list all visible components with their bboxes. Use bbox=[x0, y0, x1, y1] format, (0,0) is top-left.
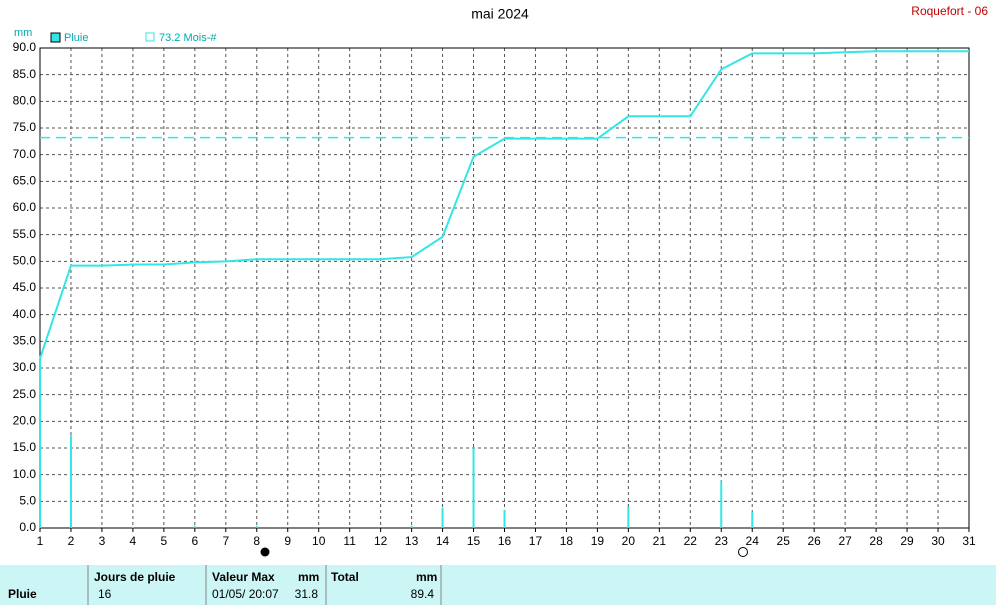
y-tick-label: 10.0 bbox=[13, 467, 37, 481]
x-tick-label: 23 bbox=[715, 534, 729, 548]
x-tick-label: 4 bbox=[130, 534, 137, 548]
x-tick-label: 24 bbox=[746, 534, 760, 548]
x-tick-label: 15 bbox=[467, 534, 481, 548]
x-tick-label: 20 bbox=[622, 534, 636, 548]
y-tick-label: 40.0 bbox=[13, 307, 37, 321]
table-cell: 01/05/ 20:07 bbox=[212, 587, 279, 601]
x-tick-label: 12 bbox=[374, 534, 388, 548]
y-tick-label: 85.0 bbox=[13, 67, 37, 81]
x-tick-label: 18 bbox=[560, 534, 574, 548]
table-cell: 16 bbox=[98, 587, 112, 601]
y-tick-label: 20.0 bbox=[13, 414, 37, 428]
x-tick-label: 22 bbox=[684, 534, 698, 548]
moon-full bbox=[738, 547, 748, 557]
table-header: mm bbox=[298, 570, 319, 584]
y-tick-label: 25.0 bbox=[13, 387, 37, 401]
x-tick-label: 27 bbox=[838, 534, 852, 548]
y-tick-label: 30.0 bbox=[13, 360, 37, 374]
y-tick-label: 5.0 bbox=[19, 494, 36, 508]
x-tick-label: 31 bbox=[962, 534, 976, 548]
table-header: mm bbox=[416, 570, 437, 584]
x-tick-label: 21 bbox=[653, 534, 667, 548]
y-tick-label: 70.0 bbox=[13, 147, 37, 161]
x-tick-label: 28 bbox=[869, 534, 883, 548]
table-cell: 31.8 bbox=[295, 587, 319, 601]
x-tick-label: 6 bbox=[191, 534, 198, 548]
x-tick-label: 7 bbox=[222, 534, 229, 548]
x-tick-label: 8 bbox=[253, 534, 260, 548]
x-tick-label: 5 bbox=[161, 534, 168, 548]
y-tick-label: 80.0 bbox=[13, 94, 37, 108]
y-tick-label: 15.0 bbox=[13, 440, 37, 454]
x-tick-label: 30 bbox=[931, 534, 945, 548]
x-tick-label: 1 bbox=[37, 534, 44, 548]
y-tick-label: 0.0 bbox=[19, 520, 36, 534]
table-header: Valeur Max bbox=[212, 570, 275, 584]
table-row-label: Pluie bbox=[8, 587, 37, 601]
table-cell: 89.4 bbox=[411, 587, 435, 601]
x-tick-label: 29 bbox=[900, 534, 914, 548]
x-tick-label: 25 bbox=[777, 534, 791, 548]
y-unit: mm bbox=[14, 27, 32, 39]
y-tick-label: 45.0 bbox=[13, 280, 37, 294]
x-tick-label: 10 bbox=[312, 534, 326, 548]
legend-swatch bbox=[50, 32, 61, 43]
x-tick-label: 17 bbox=[529, 534, 543, 548]
y-tick-label: 50.0 bbox=[13, 254, 37, 268]
x-tick-label: 13 bbox=[405, 534, 419, 548]
x-tick-label: 19 bbox=[591, 534, 605, 548]
table-header: Total bbox=[331, 570, 359, 584]
x-tick-label: 14 bbox=[436, 534, 450, 548]
x-tick-label: 16 bbox=[498, 534, 512, 548]
x-tick-label: 3 bbox=[99, 534, 106, 548]
y-tick-label: 75.0 bbox=[13, 120, 37, 134]
summary-table bbox=[0, 565, 996, 605]
moon-new bbox=[260, 547, 270, 557]
x-tick-label: 26 bbox=[807, 534, 821, 548]
legend-label: Pluie bbox=[64, 32, 88, 44]
cumulative-line bbox=[39, 50, 969, 359]
x-tick-label: 9 bbox=[284, 534, 291, 548]
station-name: Roquefort - 06 bbox=[911, 4, 988, 18]
y-tick-label: 55.0 bbox=[13, 227, 37, 241]
y-tick-label: 65.0 bbox=[13, 174, 37, 188]
chart-title: mai 2024 bbox=[471, 6, 529, 22]
legend-swatch bbox=[145, 32, 155, 42]
x-tick-label: 2 bbox=[68, 534, 75, 548]
y-tick-label: 90.0 bbox=[13, 40, 37, 54]
y-tick-label: 35.0 bbox=[13, 334, 37, 348]
legend-label: 73.2 Mois-# bbox=[159, 32, 217, 44]
y-tick-label: 60.0 bbox=[13, 200, 37, 214]
x-tick-label: 11 bbox=[343, 534, 356, 548]
table-header: Jours de pluie bbox=[94, 570, 176, 584]
